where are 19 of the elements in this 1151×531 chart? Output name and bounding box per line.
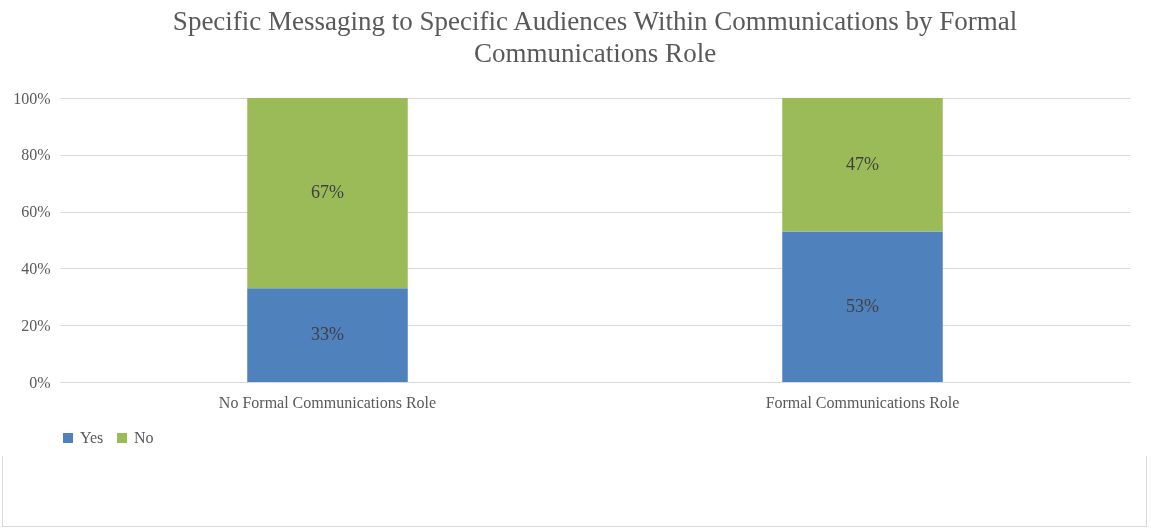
y-tick-label: 80% <box>21 146 51 164</box>
x-tick-label: Formal Communications Role <box>765 393 960 411</box>
data-label: 53% <box>846 295 879 316</box>
bar <box>247 288 408 382</box>
chart-title: Specific Messaging to Specific Audiences Within Communications by Formal Communications Role <box>172 6 1018 68</box>
y-tick-label: 40% <box>21 259 51 277</box>
y-tick-label: 0% <box>29 373 51 391</box>
y-tick-label: 60% <box>21 203 51 221</box>
data-label: 33% <box>311 324 344 345</box>
data-label: 67% <box>311 182 344 203</box>
bar <box>782 98 943 232</box>
y-tick-label: 100% <box>13 89 51 107</box>
x-tick-label: No Formal Communications Role <box>218 393 437 411</box>
data-label: 47% <box>846 153 879 174</box>
bar <box>782 231 943 382</box>
legend-label: No <box>134 429 154 446</box>
legend-label: Yes <box>80 429 104 446</box>
bar <box>247 98 408 289</box>
y-tick-label: 20% <box>21 316 51 334</box>
